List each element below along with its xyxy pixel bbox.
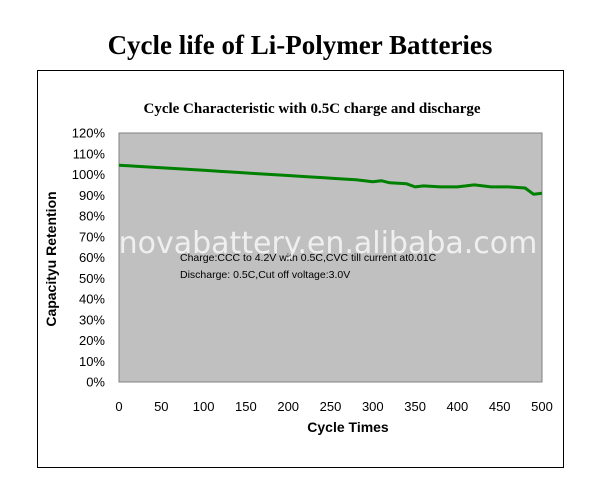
y-tick-label: 90% (79, 188, 105, 203)
y-axis-ticks: 0% 10% 20% 30% 40% 50% 60% 70% 80% 90% 100% 110% 120… (72, 126, 106, 390)
y-tick-label: 70% (79, 229, 105, 244)
x-tick-label: 50 (154, 399, 168, 414)
test-conditions-annotation: Charge:CCC to 4.2V with 0.5C,CVC till cu… (180, 252, 437, 281)
annotation-text: Discharge: 0.5C,Cut off voltage:3.0V (180, 269, 350, 281)
y-tick-label: 50% (79, 271, 105, 286)
x-tick-label: 450 (489, 399, 511, 414)
y-tick-label: 120% (72, 126, 106, 141)
annotation-text: Charge:CCC to 4.2V with 0.5C,CVC till cu… (180, 252, 437, 264)
capacity-retention-line (118, 163, 543, 196)
x-axis-label: Cycle Times (307, 419, 389, 435)
x-tick-label: 150 (235, 399, 257, 414)
x-tick-label: 100 (193, 399, 215, 414)
y-tick-label: 30% (79, 312, 105, 327)
y-tick-label: 0% (86, 375, 105, 390)
y-tick-label: 100% (72, 167, 106, 182)
x-tick-label: 500 (531, 399, 553, 414)
x-tick-label: 350 (404, 399, 426, 414)
x-tick-label: 0 (115, 399, 122, 414)
page-title: Cycle life of Li-Polymer Batteries (107, 30, 493, 60)
plot-area (118, 132, 543, 383)
y-tick-label: 40% (79, 292, 105, 307)
y-tick-label: 10% (79, 354, 105, 369)
x-tick-label: 400 (447, 399, 469, 414)
y-tick-label: 60% (79, 250, 105, 265)
x-tick-label: 250 (320, 399, 342, 414)
x-axis-ticks: 0 50 100 150 200 250 300 350 400 450 500 (115, 399, 552, 414)
chart-title: Cycle Characteristic with 0.5C charge an… (143, 101, 480, 117)
chart-frame: Cycle Characteristic with 0.5C charge an… (37, 70, 564, 468)
watermark: novabattery.en.alibaba.com (119, 226, 538, 261)
x-tick-label: 200 (277, 399, 299, 414)
y-axis-label: Capacityu Retention (43, 191, 59, 326)
y-tick-label: 20% (79, 333, 105, 348)
y-tick-label: 110% (73, 146, 106, 161)
y-tick-label: 80% (79, 209, 105, 224)
chart-svg: Cycle Characteristic with 0.5C charge an… (43, 101, 553, 435)
x-tick-label: 300 (362, 399, 384, 414)
